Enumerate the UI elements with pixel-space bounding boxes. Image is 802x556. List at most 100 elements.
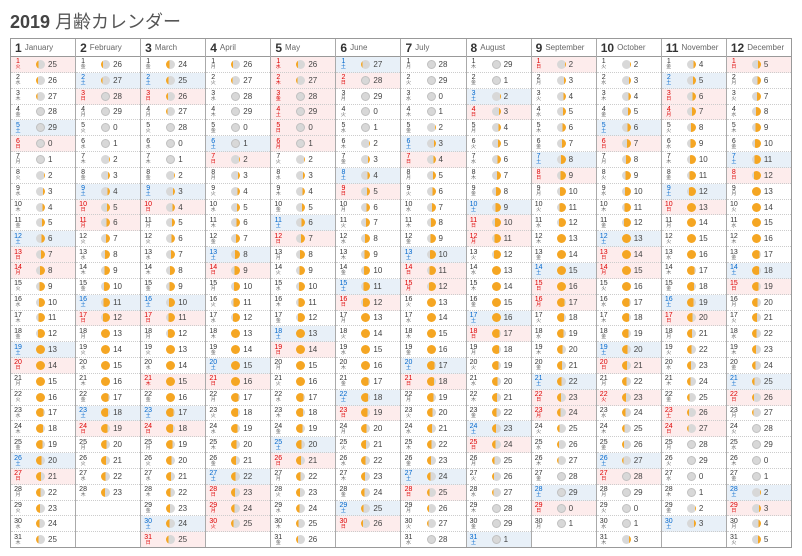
moon-age: 7 — [308, 234, 322, 243]
day-row: 23水24 — [597, 406, 661, 422]
moon-age: 18 — [634, 313, 648, 322]
day-of-week: 木 — [471, 65, 476, 70]
moon-cell: 28 — [283, 92, 335, 101]
moon-age: 1 — [113, 139, 127, 148]
day-of-week: 水 — [276, 287, 281, 292]
day-of-week: 木 — [146, 493, 151, 498]
day-meta: 25木 — [206, 439, 218, 451]
day-meta: 25水 — [727, 439, 739, 451]
moon-age: 29 — [569, 488, 583, 497]
day-of-week: 土 — [341, 287, 346, 292]
moon-cell: 5 — [674, 76, 726, 85]
moon-cell: 14 — [348, 329, 400, 338]
day-meta: 10土 — [467, 201, 479, 213]
day-row: 29火23 — [11, 501, 75, 517]
day-meta: 4月 — [662, 106, 674, 118]
moon-age: 15 — [634, 266, 648, 275]
moon-age: 28 — [308, 92, 322, 101]
day-row: 20日14 — [11, 358, 75, 374]
moon-cell: 0 — [544, 504, 596, 513]
day-of-week: 火 — [15, 65, 20, 70]
day-of-week: 金 — [406, 240, 411, 245]
day-meta: 7木 — [141, 153, 153, 165]
day-row: 22金25 — [662, 390, 726, 406]
day-row: 7水6 — [467, 152, 531, 168]
day-of-week: 日 — [406, 382, 411, 387]
day-meta: 7水 — [467, 153, 479, 165]
month-name: October — [617, 43, 645, 52]
day-row: 10日5 — [76, 200, 140, 216]
day-row: 28月22 — [11, 485, 75, 501]
day-row: 8日12 — [727, 168, 791, 184]
moon-cell: 27 — [88, 76, 140, 85]
day-of-week: 土 — [211, 366, 216, 371]
day-row: 4月29 — [76, 105, 140, 121]
day-row: 15金18 — [662, 279, 726, 295]
moon-cell: 28 — [739, 424, 791, 433]
moon-age: 20 — [634, 345, 648, 354]
day-of-week: 日 — [276, 462, 281, 467]
day-meta: 2月 — [532, 74, 544, 86]
day-row: 19月18 — [467, 342, 531, 358]
day-row: 12月11 — [467, 231, 531, 247]
day-row: 27月22 — [271, 469, 335, 485]
moon-age: 20 — [308, 440, 322, 449]
moon-cell: 9 — [348, 250, 400, 259]
month-name: April — [220, 43, 236, 52]
day-row: 13土10 — [401, 247, 465, 263]
day-row: 11火7 — [336, 215, 400, 231]
moon-cell: 29 — [348, 92, 400, 101]
moon-cell: 16 — [674, 250, 726, 259]
month-number: 6 — [340, 41, 347, 55]
day-row: 3土2 — [467, 89, 531, 105]
day-meta: 27月 — [271, 470, 283, 482]
day-of-week: 水 — [471, 493, 476, 498]
day-of-week: 金 — [471, 414, 476, 419]
month-column: 8August1木292金13土24日35月46火57水68木79金810土91… — [466, 39, 531, 547]
day-of-week: 月 — [406, 176, 411, 181]
day-of-week: 金 — [276, 430, 281, 435]
month-name: November — [681, 43, 718, 52]
moon-age: 29 — [504, 60, 518, 69]
day-meta: 21木 — [662, 375, 674, 387]
day-row: 12火7 — [76, 231, 140, 247]
day-meta: 22火 — [597, 391, 609, 403]
moon-age: 23 — [308, 488, 322, 497]
title-label: 月齢カレンダー — [55, 12, 181, 32]
day-of-week: 日 — [146, 430, 151, 435]
moon-cell: 3 — [479, 107, 531, 116]
day-row: 28水27 — [467, 485, 531, 501]
day-of-week: 日 — [276, 129, 281, 134]
moon-age: 20 — [764, 298, 778, 307]
moon-age: 4 — [439, 155, 453, 164]
day-row: 17日12 — [76, 311, 140, 327]
moon-age: 28 — [504, 504, 518, 513]
day-row: 4水8 — [727, 105, 791, 121]
moon-cell: 22 — [23, 488, 75, 497]
day-row: 18水19 — [532, 326, 596, 342]
day-row: 26木0 — [727, 453, 791, 469]
moon-age: 16 — [504, 313, 518, 322]
moon-cell: 29 — [218, 107, 270, 116]
moon-cell: 0 — [609, 504, 661, 513]
moon-age: 27 — [308, 76, 322, 85]
day-of-week: 日 — [341, 525, 346, 530]
day-meta: 9金 — [467, 185, 479, 197]
moon-age: 9 — [634, 171, 648, 180]
moon-age: 24 — [308, 504, 322, 513]
moon-age: 8 — [569, 155, 583, 164]
day-of-week: 金 — [81, 287, 86, 292]
moon-age: 27 — [178, 107, 192, 116]
day-row: 28月29 — [597, 485, 661, 501]
moon-age: 3 — [439, 139, 453, 148]
day-row: 29日0 — [532, 501, 596, 517]
day-row: 4木1 — [401, 105, 465, 121]
moon-age: 17 — [634, 298, 648, 307]
day-meta: 26火 — [662, 455, 674, 467]
day-row: 25金26 — [597, 437, 661, 453]
day-meta: 9土 — [76, 185, 88, 197]
moon-age: 0 — [113, 123, 127, 132]
moon-cell: 22 — [88, 472, 140, 481]
day-meta: 8月 — [206, 169, 218, 181]
day-of-week: 土 — [146, 81, 151, 86]
